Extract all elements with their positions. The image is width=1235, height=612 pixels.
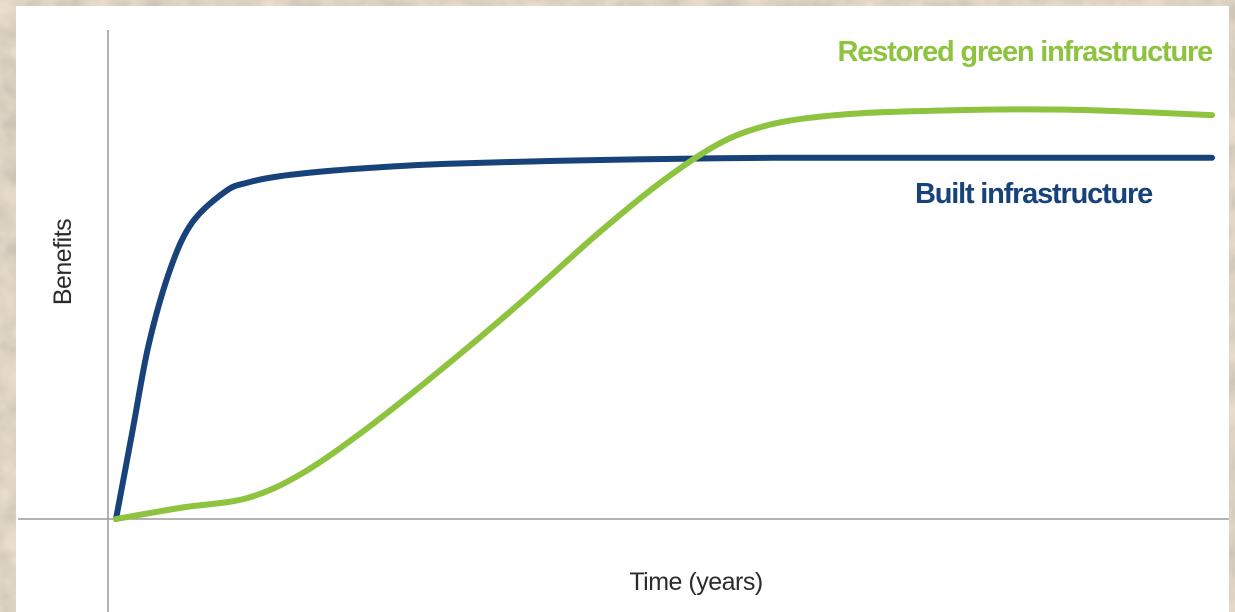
series-label-restored-green-infrastructure: Restored green infrastructure (837, 36, 1213, 68)
series-line-built-infrastructure (113, 154, 1215, 522)
y-axis-label: Benefits (49, 219, 77, 305)
x-axis-label: Time (years) (629, 568, 762, 596)
series-label-built-infrastructure: Built infrastructure (915, 178, 1153, 210)
series-layer (113, 106, 1215, 522)
series-line-restored-green-infrastructure (113, 106, 1215, 522)
